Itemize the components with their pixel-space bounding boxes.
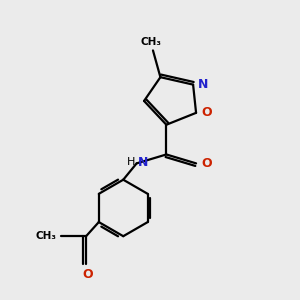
Text: H: H	[127, 158, 135, 167]
Text: O: O	[201, 157, 212, 170]
Text: N: N	[198, 77, 208, 91]
Text: O: O	[201, 106, 212, 119]
Text: CH₃: CH₃	[35, 231, 56, 241]
Text: N: N	[138, 156, 148, 169]
Text: CH₃: CH₃	[141, 38, 162, 47]
Text: O: O	[82, 268, 93, 281]
